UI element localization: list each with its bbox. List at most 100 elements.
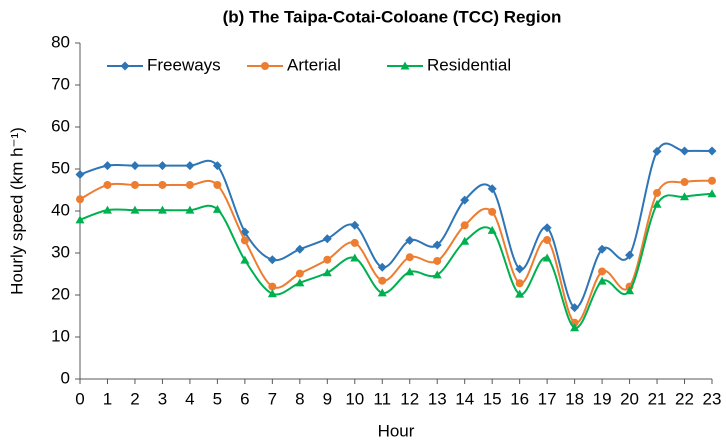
marker: [158, 180, 167, 189]
x-tick-label: 14: [455, 389, 474, 408]
x-tick-label: 2: [130, 389, 139, 408]
marker: [405, 267, 415, 276]
legend-label: Freeways: [147, 55, 221, 74]
marker: [240, 236, 249, 245]
x-tick-label: 15: [483, 389, 502, 408]
x-tick-label: 4: [185, 389, 194, 408]
chart-title: (b) The Taipa-Cotai-Coloane (TCC) Region: [223, 7, 562, 26]
marker: [295, 278, 305, 287]
x-tick-label: 19: [593, 389, 612, 408]
marker: [432, 240, 442, 250]
marker: [597, 244, 607, 254]
marker: [487, 225, 497, 234]
x-tick-label: 0: [75, 389, 84, 408]
x-tick-label: 6: [240, 389, 249, 408]
marker: [240, 255, 250, 264]
x-tick-label: 11: [373, 389, 391, 408]
marker: [460, 195, 470, 205]
marker: [295, 244, 305, 254]
marker: [625, 250, 635, 260]
marker: [708, 176, 716, 185]
legend-label: Arterial: [287, 55, 341, 74]
x-tick-label: 20: [620, 389, 639, 408]
marker: [157, 161, 167, 171]
y-tick-label: 30: [51, 242, 70, 261]
marker: [400, 61, 410, 70]
x-tick-label: 18: [565, 389, 584, 408]
marker: [515, 264, 525, 274]
x-tick-label: 1: [103, 389, 112, 408]
marker: [323, 255, 332, 264]
marker: [103, 180, 112, 189]
marker: [185, 180, 194, 189]
y-tick-label: 40: [51, 200, 70, 219]
x-tick-label: 8: [295, 389, 304, 408]
x-tick-label: 16: [510, 389, 529, 408]
marker: [652, 146, 662, 156]
y-axis-title: Hourly speed (km h⁻¹): [7, 127, 26, 295]
x-axis-title: Hour: [378, 421, 415, 440]
x-tick-label: 22: [675, 389, 694, 408]
marker: [75, 169, 85, 179]
y-tick-label: 0: [61, 368, 70, 387]
marker: [185, 205, 195, 214]
marker: [542, 223, 552, 233]
marker: [405, 253, 414, 262]
marker: [405, 235, 415, 245]
marker: [707, 146, 717, 156]
y-tick-label: 20: [51, 284, 70, 303]
series-line: [79, 192, 713, 329]
marker: [102, 205, 112, 214]
marker: [652, 199, 662, 208]
marker: [268, 282, 277, 291]
marker: [487, 184, 497, 194]
marker: [350, 253, 360, 262]
x-tick-label: 13: [428, 389, 447, 408]
legend-label: Residential: [427, 55, 511, 74]
marker: [598, 267, 607, 276]
y-tick-label: 60: [51, 116, 70, 135]
marker: [120, 61, 130, 71]
marker: [130, 180, 139, 189]
x-tick-label: 5: [213, 389, 222, 408]
x-tick-label: 21: [648, 389, 667, 408]
marker: [515, 289, 525, 298]
marker: [432, 270, 442, 279]
marker: [130, 161, 140, 171]
marker: [460, 236, 470, 245]
marker: [460, 221, 469, 230]
marker: [212, 204, 222, 213]
x-tick-label: 10: [345, 389, 364, 408]
marker: [295, 269, 304, 278]
marker: [570, 323, 580, 332]
x-tick-label: 17: [538, 389, 557, 408]
marker: [488, 207, 497, 216]
series-line: [79, 179, 713, 324]
marker: [542, 253, 552, 262]
marker: [322, 234, 332, 244]
marker: [377, 288, 387, 297]
marker: [130, 205, 140, 214]
marker: [75, 215, 85, 224]
marker: [515, 279, 524, 288]
marker: [680, 146, 690, 156]
x-tick-label: 3: [158, 389, 167, 408]
y-tick-label: 50: [51, 158, 70, 177]
x-tick-label: 23: [703, 389, 722, 408]
marker: [625, 286, 635, 295]
y-tick-label: 70: [51, 74, 70, 93]
y-tick-label: 10: [51, 326, 70, 345]
marker: [102, 161, 112, 171]
marker: [377, 262, 387, 272]
marker: [185, 161, 195, 171]
x-tick-label: 9: [323, 389, 332, 408]
marker: [212, 161, 222, 171]
marker: [543, 235, 552, 244]
marker: [261, 62, 269, 70]
marker: [350, 238, 359, 247]
marker: [267, 255, 277, 265]
marker: [267, 289, 277, 298]
marker: [76, 195, 84, 204]
marker: [433, 256, 442, 265]
